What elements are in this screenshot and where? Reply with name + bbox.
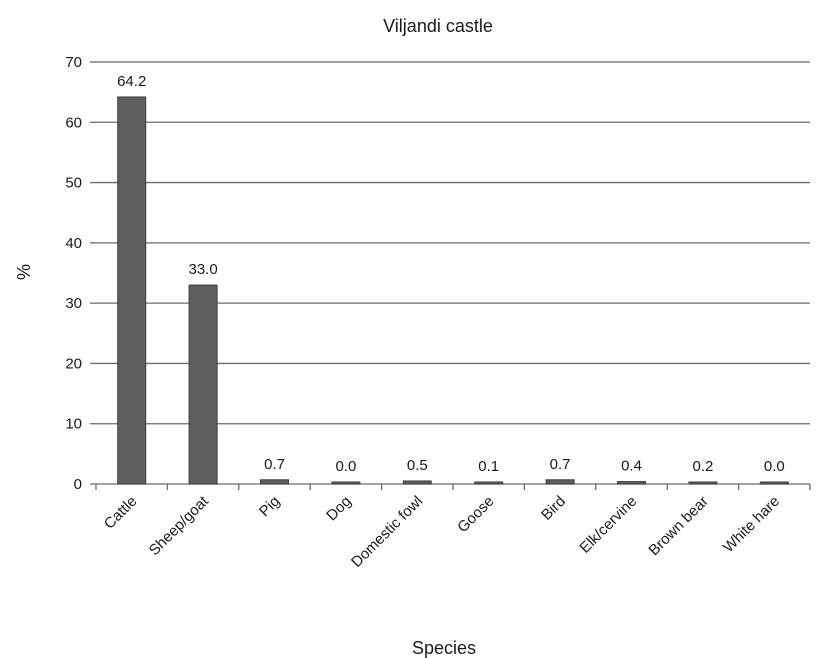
category-label: Pig	[256, 493, 283, 520]
y-tick-label: 70	[65, 54, 82, 71]
bar	[188, 284, 218, 485]
y-tick-label: 50	[65, 175, 82, 192]
category-label: White hare	[720, 493, 783, 556]
bar	[402, 480, 432, 485]
category-label: Cattle	[101, 493, 141, 533]
data-label: 0.4	[621, 458, 642, 475]
bar	[117, 96, 147, 485]
y-tick-labels: 0 10 20 30 40 50 60 70	[65, 54, 82, 493]
bars	[117, 96, 789, 485]
data-label: 0.0	[335, 458, 356, 475]
data-label: 33.0	[188, 261, 217, 278]
data-label: 0.2	[692, 458, 713, 475]
data-label: 0.7	[550, 456, 571, 473]
chart-title: Viljandi castle	[383, 16, 493, 36]
y-tick-label: 40	[65, 235, 82, 252]
category-label: Dog	[323, 493, 354, 524]
data-labels: 64.2 33.0 0.7 0.0 0.5 0.1 0.7 0.4 0.2 0.0	[117, 73, 785, 475]
y-tick-label: 20	[65, 355, 82, 372]
data-label: 0.1	[478, 458, 499, 475]
x-axis-label: Species	[412, 638, 476, 658]
category-label: Brown bear	[645, 493, 711, 559]
category-label: Elk/cervine	[576, 493, 640, 557]
y-tick-label: 10	[65, 416, 82, 433]
bar	[545, 479, 575, 485]
category-label: Bird	[538, 493, 569, 524]
bar	[617, 481, 646, 485]
data-label: 64.2	[117, 73, 146, 90]
bar	[331, 481, 361, 485]
y-tick-label: 60	[65, 114, 82, 131]
x-tick-marks	[95, 484, 811, 490]
data-label: 0.0	[764, 458, 785, 475]
y-tick-label: 0	[74, 476, 82, 493]
data-label: 0.5	[407, 457, 428, 474]
bar	[474, 481, 504, 485]
category-label: Domestic fowl	[348, 493, 426, 571]
category-label: Sheep/goat	[146, 492, 213, 559]
y-tick-label: 30	[65, 295, 82, 312]
category-label: Goose	[454, 493, 497, 536]
data-label: 0.7	[264, 456, 285, 473]
bar	[688, 481, 718, 485]
bar	[260, 479, 289, 485]
y-axis-label: %	[14, 264, 34, 280]
bar	[759, 481, 789, 485]
